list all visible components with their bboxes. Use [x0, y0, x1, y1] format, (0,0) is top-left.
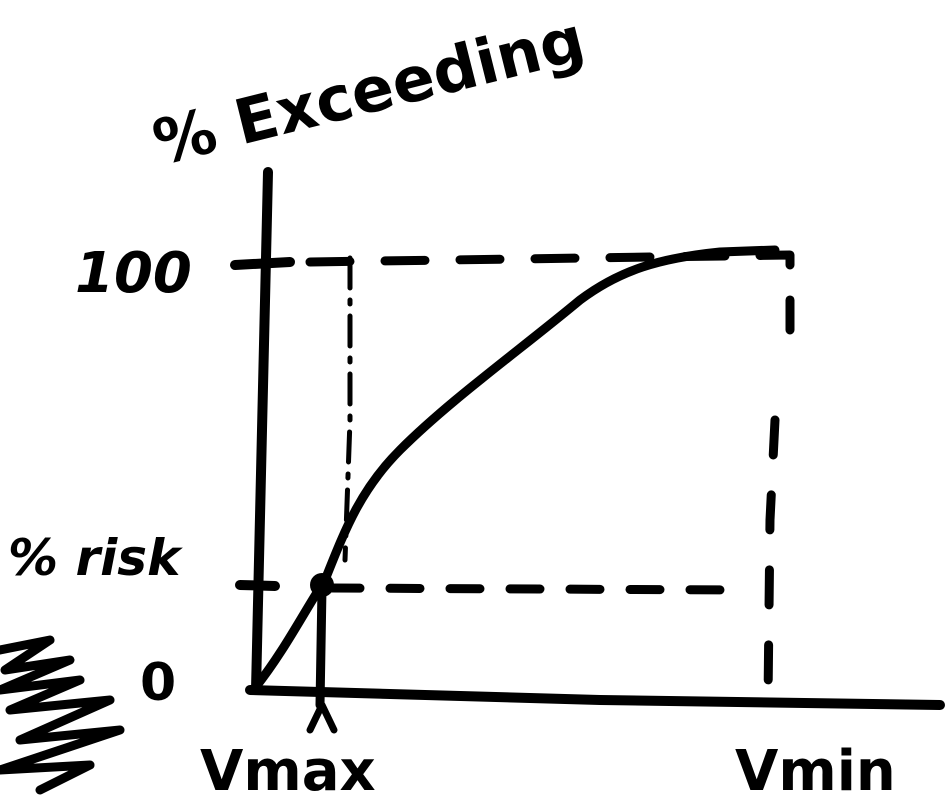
page: % Exceeding 100 % risk 0 Vmax Vmin (() =… [0, 0, 952, 801]
label-zero: 0 [140, 653, 176, 713]
label-100: 100 [75, 241, 192, 306]
x-axis [250, 690, 940, 705]
sketch: % Exceeding 100 % risk 0 Vmax Vmin [0, 0, 952, 801]
tick-100 [235, 262, 290, 265]
dashed-risk [330, 588, 740, 590]
y-axis [256, 172, 268, 690]
tick-risk [240, 585, 275, 586]
label-vmax: Vmax [200, 739, 376, 801]
label-risk: % risk [8, 529, 183, 587]
dashed-right [768, 420, 775, 700]
vmax-line [320, 588, 322, 705]
axis-title: % Exceeding [146, 2, 592, 180]
intersection-dot [310, 573, 334, 597]
vmax-arrow [310, 705, 334, 730]
curve [255, 250, 775, 688]
scribble [0, 640, 120, 790]
label-vmin: Vmin [735, 739, 896, 801]
